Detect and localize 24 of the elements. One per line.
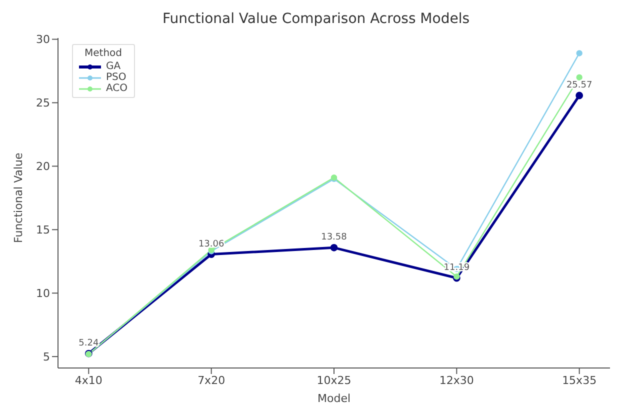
point xyxy=(576,74,582,80)
point xyxy=(576,50,582,56)
point xyxy=(330,244,338,252)
x-tick-label: 4x10 xyxy=(74,374,102,387)
y-tick-label: 10 xyxy=(36,287,50,300)
y-tick-label: 30 xyxy=(36,33,50,46)
x-tick-label: 12x30 xyxy=(439,374,474,387)
legend-label: PSO xyxy=(106,72,126,83)
y-tick-label: 5 xyxy=(43,350,50,364)
x-tick-label: 10x25 xyxy=(316,374,352,387)
legend-label: ACO xyxy=(106,83,128,94)
chart-title: Functional Value Comparison Across Models xyxy=(161,10,471,29)
y-axis-title: Functional Value xyxy=(12,152,25,243)
x-axis-title: Model xyxy=(317,392,351,405)
data-label: 5.24 xyxy=(78,338,99,349)
y-tick-label: 15 xyxy=(36,224,50,237)
legend-label: GA xyxy=(106,61,121,72)
data-label: 13.58 xyxy=(321,232,348,243)
y-tick-label: 25 xyxy=(36,96,50,110)
x-tick-label: 15x35 xyxy=(562,374,597,387)
point xyxy=(576,92,584,100)
legend-title: Method xyxy=(84,48,124,59)
x-tick-label: 7x20 xyxy=(198,374,226,387)
y-tick-label: 20 xyxy=(36,160,50,174)
